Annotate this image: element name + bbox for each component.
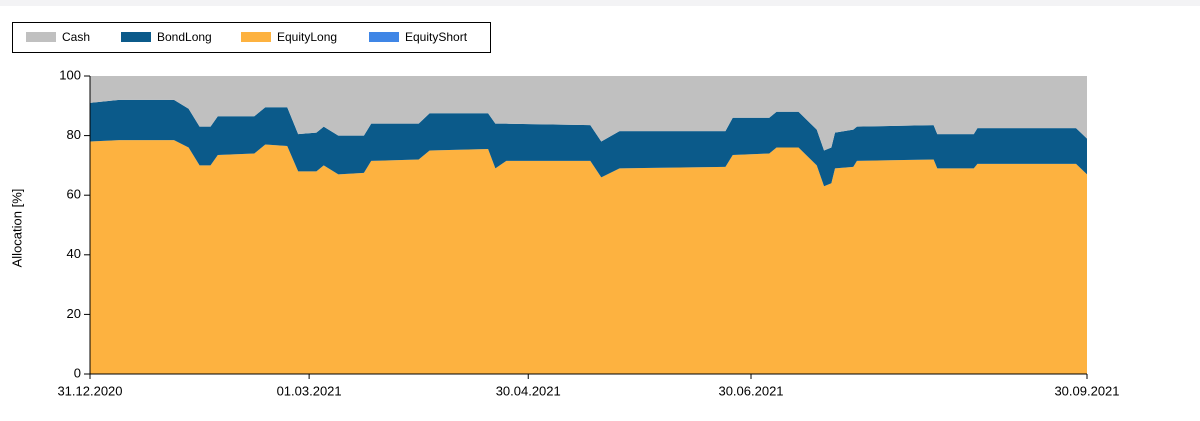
y-tick-label: 20 [67, 306, 81, 321]
legend-swatch [26, 32, 56, 42]
legend-swatch [241, 32, 271, 42]
legend-swatch [369, 32, 399, 42]
x-tick-label: 30.04.2021 [496, 383, 561, 398]
y-axis-label: Allocation [%] [9, 189, 24, 268]
y-tick-label: 60 [67, 187, 81, 202]
top-strip [0, 0, 1200, 6]
legend-swatch [121, 32, 151, 42]
legend-label: BondLong [157, 30, 212, 44]
x-tick-label: 31.12.2020 [57, 383, 122, 398]
area [90, 140, 1087, 374]
legend-label: EquityLong [277, 30, 337, 44]
y-tick-label: 100 [59, 67, 81, 82]
x-tick-label: 30.09.2021 [1054, 383, 1119, 398]
y-tick-label: 40 [67, 246, 81, 261]
legend-label: Cash [62, 30, 90, 44]
x-tick-label: 01.03.2021 [277, 383, 342, 398]
y-tick-label: 80 [67, 127, 81, 142]
legend-label: EquityShort [405, 30, 468, 44]
y-tick-label: 0 [74, 365, 81, 380]
area [90, 76, 1087, 151]
area [90, 99, 1087, 187]
x-tick-label: 30.06.2021 [718, 383, 783, 398]
